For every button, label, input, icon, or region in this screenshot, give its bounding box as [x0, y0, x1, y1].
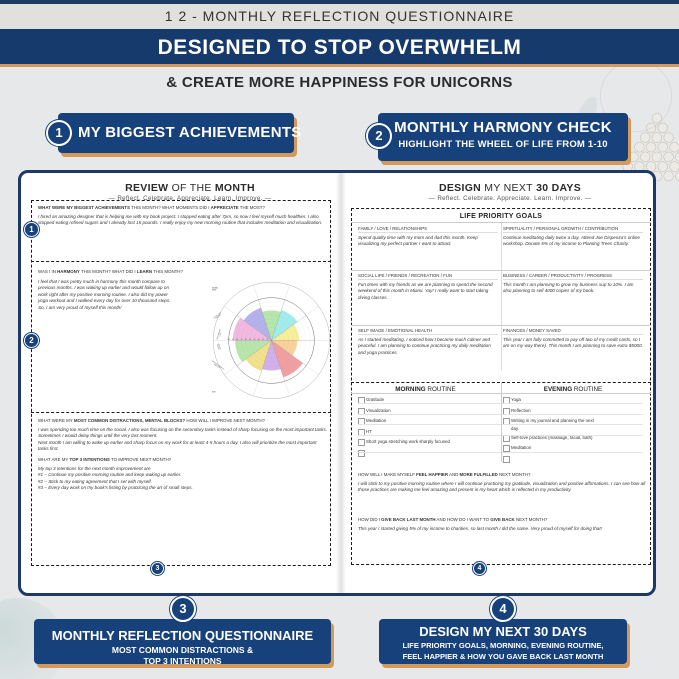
svg-text:RELATIONSHIP/LOVE: RELATIONSHIP/LOVE	[215, 328, 223, 340]
svg-text:SOCIAL LIFE/FRIENDS: SOCIAL LIFE/FRIENDS	[213, 311, 224, 320]
svg-text:PERSONAL GROWTH/MINDSET: PERSONAL GROWTH/MINDSET	[212, 359, 225, 372]
svg-text:HEALTHYHABITS: HEALTHYHABITS	[216, 343, 222, 351]
svg-text:PROFESSIONALPROGRESS: PROFESSIONALPROGRESS	[212, 287, 218, 292]
svg-text:NETWORK: NETWORK	[212, 391, 216, 393]
